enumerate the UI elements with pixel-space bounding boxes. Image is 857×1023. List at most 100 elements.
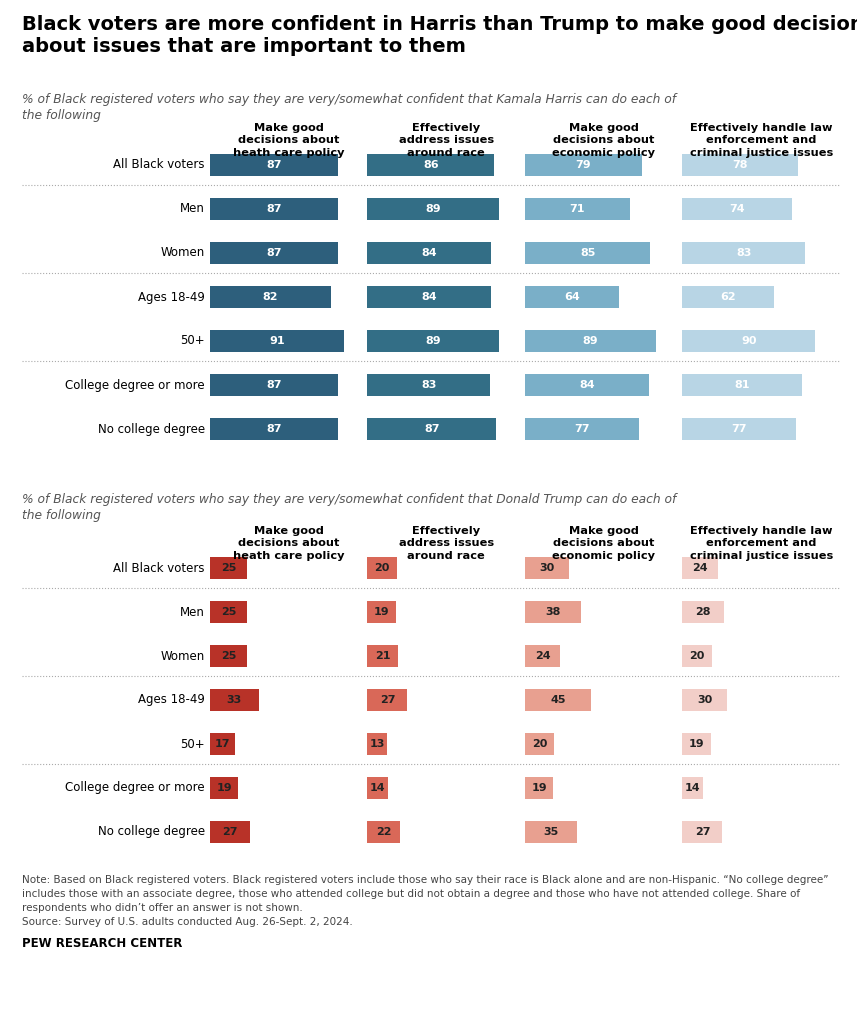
Bar [682, 777, 703, 799]
Bar [210, 644, 247, 667]
Text: 25: 25 [221, 607, 237, 617]
Text: 89: 89 [583, 336, 598, 346]
Bar [682, 154, 798, 176]
Text: 20: 20 [532, 739, 548, 749]
Text: the following: the following [22, 509, 101, 522]
Text: 19: 19 [689, 739, 704, 749]
Bar [682, 733, 710, 755]
Text: 19: 19 [374, 607, 389, 617]
Bar [525, 644, 560, 667]
Bar [368, 418, 496, 440]
Text: 20: 20 [690, 651, 705, 661]
Text: 89: 89 [425, 336, 441, 346]
Bar [368, 821, 400, 843]
Bar [682, 690, 727, 711]
Bar [368, 557, 397, 579]
Text: Source: Survey of U.S. adults conducted Aug. 26-Sept. 2, 2024.: Source: Survey of U.S. adults conducted … [22, 917, 353, 927]
Bar [525, 242, 650, 264]
Bar [682, 557, 718, 579]
Bar [682, 242, 805, 264]
Bar [368, 286, 491, 308]
Bar [368, 242, 491, 264]
Text: 24: 24 [692, 563, 708, 573]
Bar [368, 777, 388, 799]
Text: 25: 25 [221, 563, 237, 573]
Text: 30: 30 [697, 695, 712, 705]
Bar [368, 733, 387, 755]
Text: 87: 87 [267, 160, 282, 170]
Text: 90: 90 [741, 336, 757, 346]
Text: PEW RESEARCH CENTER: PEW RESEARCH CENTER [22, 937, 183, 950]
Bar [525, 330, 656, 352]
Text: the following: the following [22, 109, 101, 122]
Bar [525, 374, 649, 396]
Text: All Black voters: All Black voters [113, 562, 205, 575]
Bar [525, 557, 569, 579]
Text: 50+: 50+ [180, 335, 205, 348]
Bar [368, 601, 396, 623]
Text: Make good
decisions about
economic policy: Make good decisions about economic polic… [552, 526, 656, 561]
Text: 14: 14 [370, 783, 386, 793]
Text: 17: 17 [215, 739, 231, 749]
Text: 35: 35 [543, 827, 559, 837]
Bar [682, 601, 724, 623]
Text: Effectively
address issues
around race: Effectively address issues around race [399, 526, 494, 561]
Bar [525, 601, 581, 623]
Bar [210, 198, 339, 220]
Text: 27: 27 [695, 827, 710, 837]
Text: 84: 84 [422, 292, 437, 302]
Bar [368, 374, 490, 396]
Text: 78: 78 [732, 160, 748, 170]
Text: 62: 62 [721, 292, 736, 302]
Text: 91: 91 [269, 336, 285, 346]
Text: 71: 71 [570, 204, 585, 214]
Text: 87: 87 [267, 204, 282, 214]
Text: 19: 19 [216, 783, 232, 793]
Text: 27: 27 [222, 827, 237, 837]
Text: Effectively
address issues
around race: Effectively address issues around race [399, 123, 494, 158]
Text: 85: 85 [580, 248, 596, 258]
Bar [368, 198, 499, 220]
Bar [525, 286, 620, 308]
Text: 82: 82 [263, 292, 279, 302]
Text: about issues that are important to them: about issues that are important to them [22, 37, 466, 56]
Text: College degree or more: College degree or more [65, 782, 205, 795]
Text: 14: 14 [685, 783, 701, 793]
Bar [210, 733, 235, 755]
Bar [210, 242, 339, 264]
Text: No college degree: No college degree [98, 826, 205, 839]
Text: 77: 77 [732, 424, 747, 434]
Bar [210, 154, 339, 176]
Bar [210, 374, 339, 396]
Text: 87: 87 [267, 424, 282, 434]
Bar [210, 690, 259, 711]
Text: respondents who didn’t offer an answer is not shown.: respondents who didn’t offer an answer i… [22, 903, 303, 913]
Text: Note: Based on Black registered voters. Black registered voters include those wh: Note: Based on Black registered voters. … [22, 875, 829, 885]
Text: % of Black registered voters who say they are very/somewhat confident that Kamal: % of Black registered voters who say the… [22, 93, 676, 106]
Text: 87: 87 [267, 248, 282, 258]
Text: 28: 28 [695, 607, 711, 617]
Text: Make good
decisions about
heath care policy: Make good decisions about heath care pol… [233, 526, 345, 561]
Text: Effectively handle law
enforcement and
criminal justice issues: Effectively handle law enforcement and c… [690, 526, 833, 561]
Text: 84: 84 [579, 380, 595, 390]
Bar [210, 418, 339, 440]
Bar [210, 557, 247, 579]
Text: 24: 24 [535, 651, 550, 661]
Text: Men: Men [180, 606, 205, 619]
Text: 89: 89 [425, 204, 441, 214]
Text: 33: 33 [227, 695, 242, 705]
Text: % of Black registered voters who say they are very/somewhat confident that Donal: % of Black registered voters who say the… [22, 493, 676, 506]
Text: 77: 77 [574, 424, 590, 434]
Text: Ages 18-49: Ages 18-49 [138, 694, 205, 707]
Bar [525, 418, 638, 440]
Text: 30: 30 [540, 563, 554, 573]
Text: Make good
decisions about
heath care policy: Make good decisions about heath care pol… [233, 123, 345, 158]
Text: Make good
decisions about
economic policy: Make good decisions about economic polic… [552, 123, 656, 158]
Text: 13: 13 [369, 739, 385, 749]
Text: Ages 18-49: Ages 18-49 [138, 291, 205, 304]
Bar [368, 330, 499, 352]
Text: 22: 22 [376, 827, 392, 837]
Bar [210, 777, 238, 799]
Text: 83: 83 [736, 248, 752, 258]
Bar [210, 330, 345, 352]
